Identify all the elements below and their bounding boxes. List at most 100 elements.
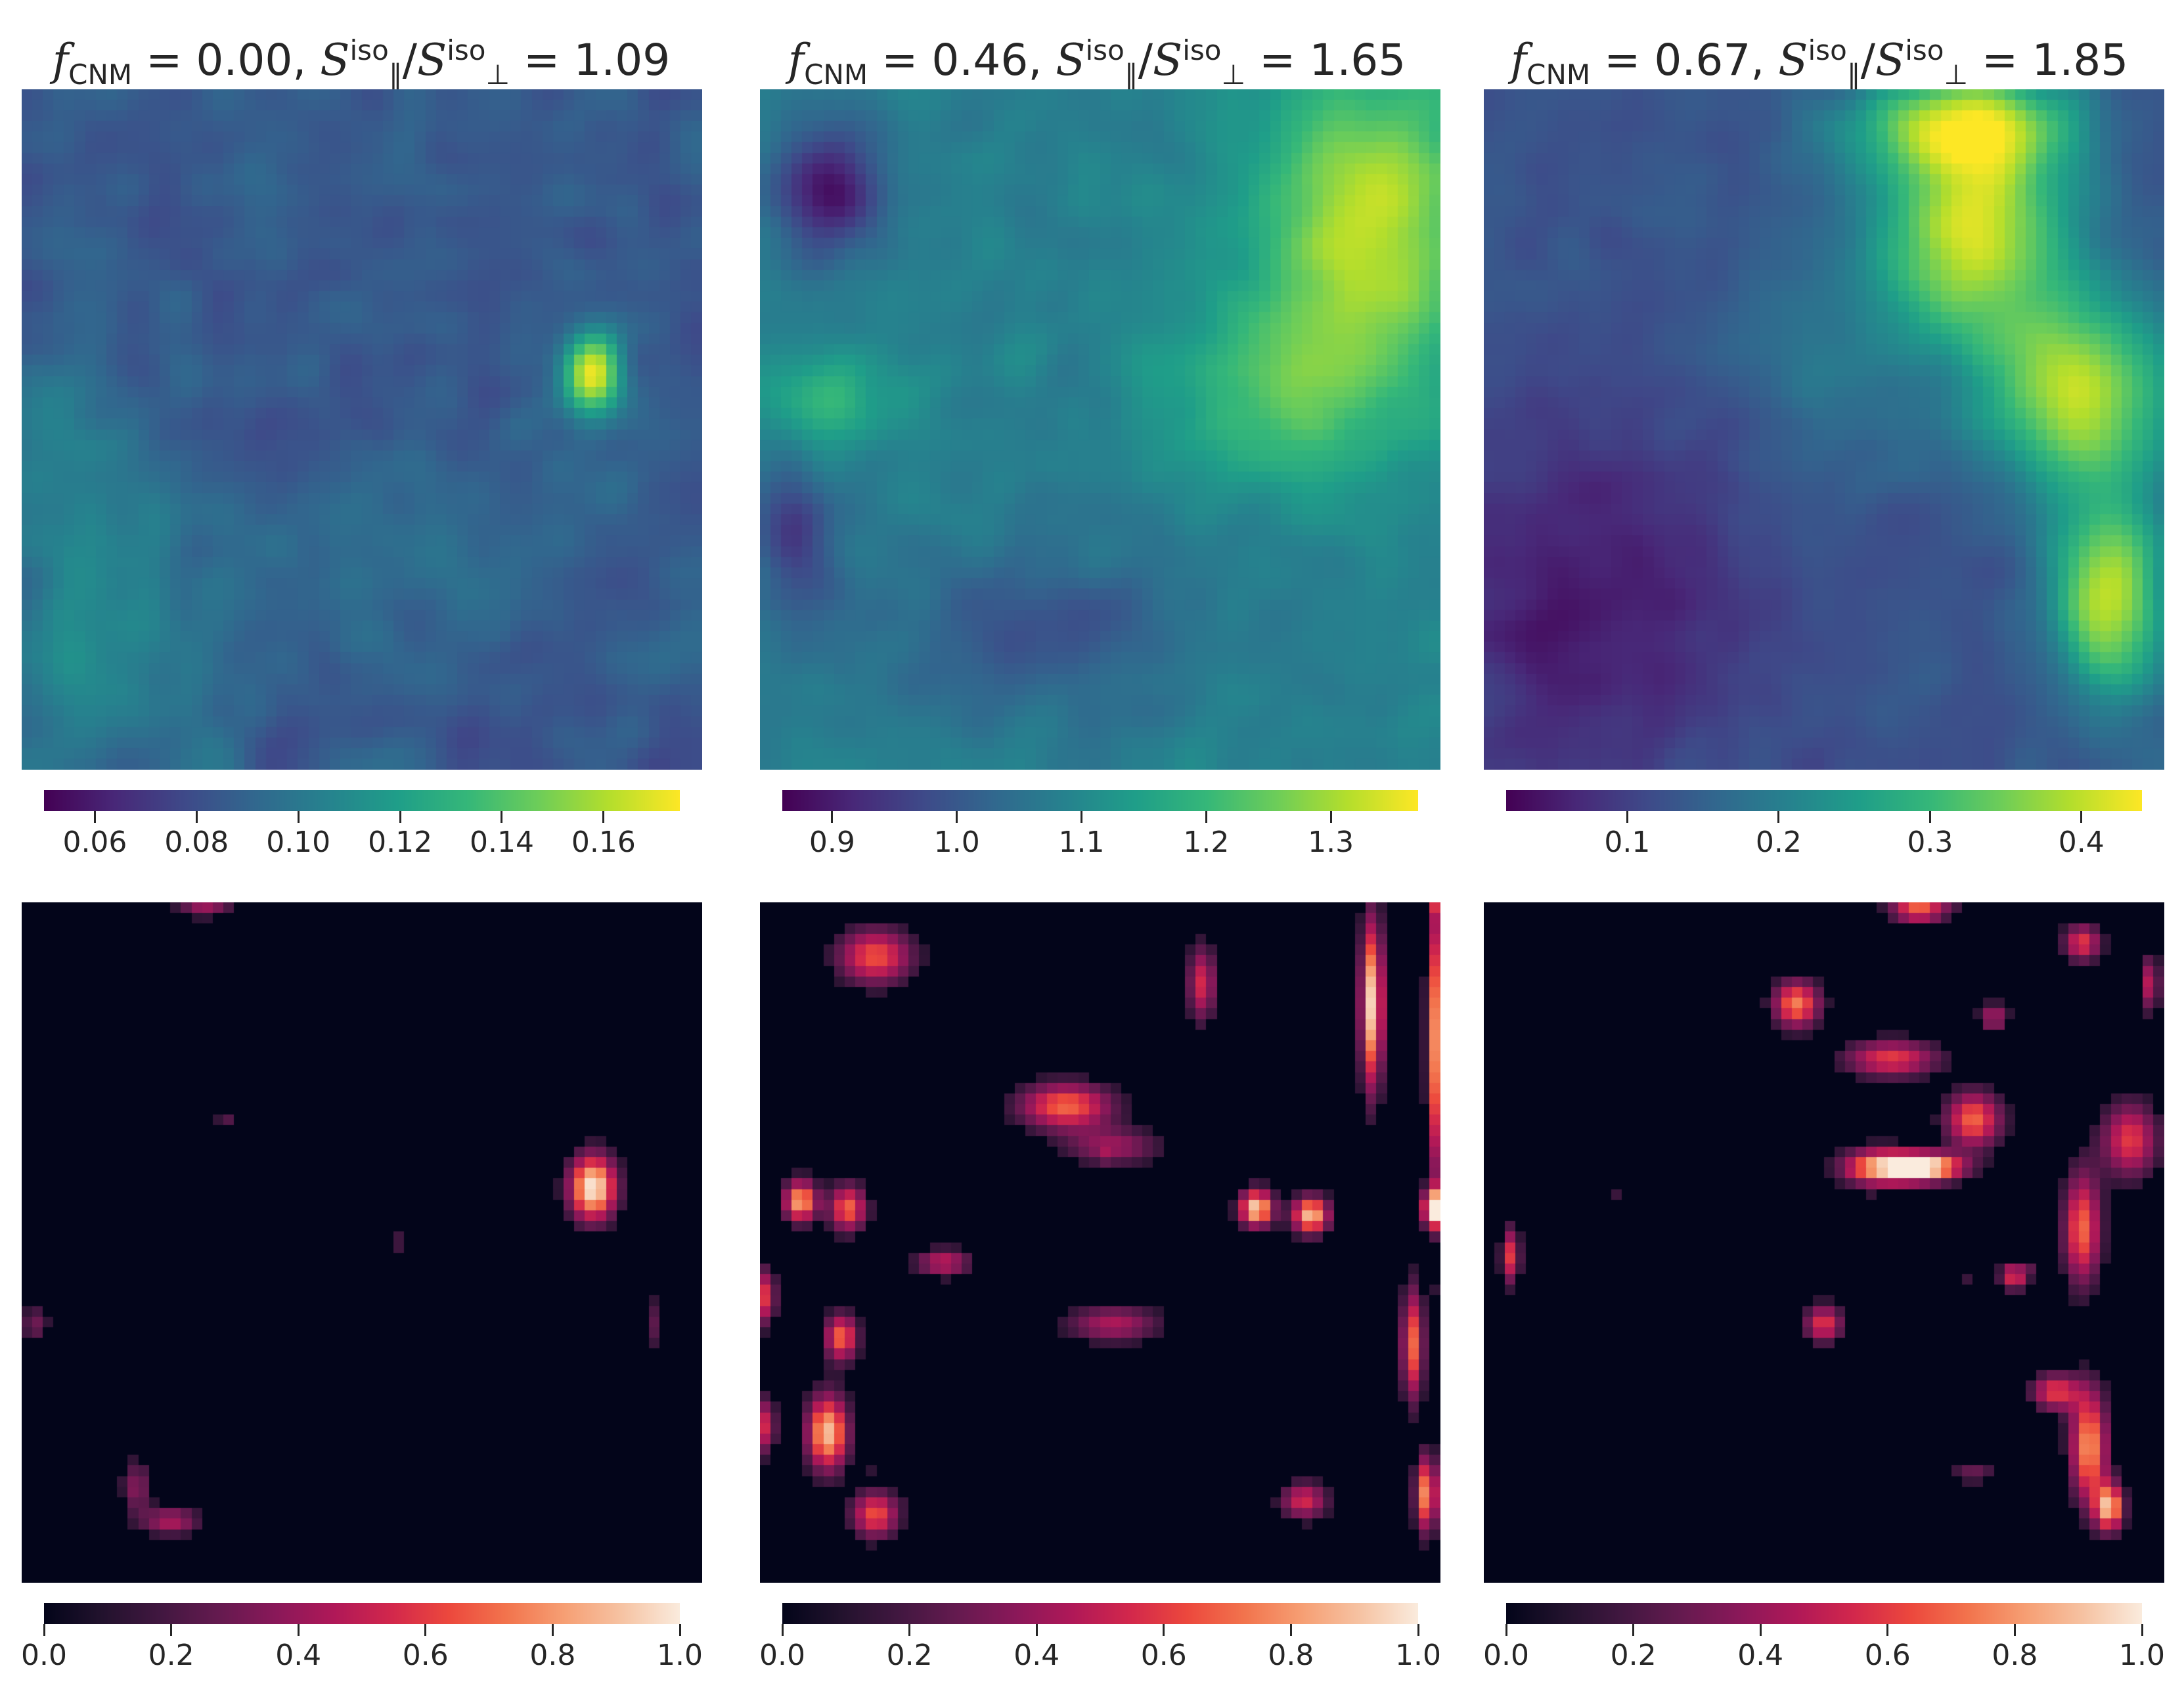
colorbar-tick (551, 1624, 554, 1636)
title-s2: S (1875, 35, 1905, 85)
heatmap-top-2 (760, 89, 1440, 770)
title-sub: CNM (1527, 58, 1591, 91)
colorbar-tick-label: 0.0 (1483, 1639, 1529, 1672)
title-eq2: = 1.65 (1245, 35, 1406, 85)
colorbar-tick-label: 0.4 (1014, 1639, 1060, 1672)
colorbar-tick-label: 1.0 (1395, 1639, 1441, 1672)
title-slash: / (402, 35, 418, 85)
title-slash: / (1138, 35, 1153, 85)
colorbar-bottom-2 (782, 1603, 1418, 1624)
colorbar-bottom-3 (1506, 1603, 2142, 1624)
title-sub2: ⊥ (1944, 58, 1969, 91)
colorbar-tick (170, 1624, 173, 1636)
colorbar-tick (1777, 811, 1780, 823)
title-sub1: ∥ (1124, 58, 1138, 91)
colorbar-tick (1886, 1624, 1889, 1636)
title-s1: S (1778, 35, 1808, 85)
title-sup2: iso (1905, 34, 1944, 66)
colorbar-tick (501, 811, 503, 823)
colorbar-tick-label: 0.2 (886, 1639, 933, 1672)
colorbar-tick (195, 811, 198, 823)
colorbar-tick-label: 0.0 (759, 1639, 805, 1672)
colorbar-tick-label: 1.1 (1058, 826, 1105, 859)
colorbar-tick (781, 1624, 784, 1636)
colorbar-tick-label: 0.14 (469, 826, 534, 859)
heatmap-bottom-2 (760, 902, 1440, 1583)
title-sub: CNM (804, 58, 868, 91)
colorbar-tick (424, 1624, 427, 1636)
colorbar-tick-label: 1.0 (657, 1639, 703, 1672)
title-eq2: = 1.09 (510, 35, 671, 85)
title-sub: CNM (68, 58, 133, 91)
title-sup2: iso (447, 34, 486, 66)
colorbar-tick (1417, 1624, 1419, 1636)
colorbar-tick-label: 0.2 (1610, 1639, 1657, 1672)
colorbar-tick-label: 0.6 (1864, 1639, 1911, 1672)
heatmap-top-1 (22, 89, 702, 770)
colorbar-tick-label: 0.0 (21, 1639, 67, 1672)
colorbar-tick (297, 1624, 300, 1636)
colorbar-tick (956, 811, 958, 823)
title-sub2: ⊥ (1221, 58, 1246, 91)
title-sup1: iso (349, 34, 389, 66)
title-sup2: iso (1182, 34, 1222, 66)
panel-title-2: fCNM = 0.46, Siso∥/Siso⊥ = 1.65 (736, 14, 1458, 91)
colorbar-tick (1163, 1624, 1165, 1636)
colorbar-tick (602, 811, 605, 823)
colorbar-tick-label: 0.6 (402, 1639, 449, 1672)
colorbar-tick (1289, 1624, 1292, 1636)
colorbar-tick (679, 1624, 681, 1636)
colorbar-tick (1329, 811, 1332, 823)
colorbar-tick (1759, 1624, 1762, 1636)
colorbar-tick (1632, 1624, 1635, 1636)
title-eq1: = 0.00, (132, 35, 321, 85)
colorbar-tick-label: 0.3 (1907, 826, 1953, 859)
colorbar-tick-label: 0.4 (275, 1639, 322, 1672)
colorbar-tick-label: 1.0 (2119, 1639, 2165, 1672)
colorbar-tick-label: 0.6 (1140, 1639, 1187, 1672)
colorbar-tick-label: 0.8 (529, 1639, 576, 1672)
title-eq2: = 1.85 (1968, 35, 2129, 85)
colorbar-tick-label: 1.2 (1183, 826, 1230, 859)
heatmap-bottom-1 (22, 902, 702, 1583)
title-eq1: = 0.67, (1590, 35, 1779, 85)
colorbar-tick (2141, 1624, 2143, 1636)
colorbar-tick (1205, 811, 1207, 823)
colorbar-top-1 (44, 790, 680, 811)
colorbar-tick (399, 811, 401, 823)
title-sub2: ⊥ (485, 58, 510, 91)
colorbar-tick-label: 0.1 (1604, 826, 1651, 859)
colorbar-tick (43, 1624, 45, 1636)
colorbar-tick-label: 0.16 (571, 826, 636, 859)
colorbar-tick (297, 811, 300, 823)
colorbar-tick-label: 1.3 (1308, 826, 1354, 859)
colorbar-tick (1035, 1624, 1038, 1636)
title-s1: S (1056, 35, 1086, 85)
colorbar-tick (1081, 811, 1083, 823)
colorbar-tick (1505, 1624, 1507, 1636)
colorbar-tick-label: 1.0 (933, 826, 980, 859)
colorbar-tick-label: 0.08 (164, 826, 229, 859)
colorbar-tick-label: 0.4 (2058, 826, 2105, 859)
colorbar-tick-label: 0.10 (266, 826, 331, 859)
colorbar-tick (908, 1624, 911, 1636)
title-f: f (1510, 35, 1527, 85)
colorbar-tick-label: 0.2 (1755, 826, 1802, 859)
title-sup1: iso (1808, 34, 1847, 66)
title-s2: S (417, 35, 447, 85)
colorbar-tick (2080, 811, 2083, 823)
colorbar-tick (831, 811, 834, 823)
title-f: f (52, 35, 69, 85)
colorbar-tick (1626, 811, 1628, 823)
title-sup1: iso (1085, 34, 1125, 66)
title-f: f (788, 35, 805, 85)
title-sub1: ∥ (1846, 58, 1861, 91)
title-s1: S (320, 35, 350, 85)
colorbar-tick-label: 0.4 (1737, 1639, 1784, 1672)
panel-title-1: fCNM = 0.00, Siso∥/Siso⊥ = 1.09 (0, 14, 723, 91)
colorbar-tick (1928, 811, 1931, 823)
colorbar-bottom-1 (44, 1603, 680, 1624)
colorbar-tick (93, 811, 96, 823)
title-s2: S (1153, 35, 1183, 85)
title-slash: / (1860, 35, 1876, 85)
